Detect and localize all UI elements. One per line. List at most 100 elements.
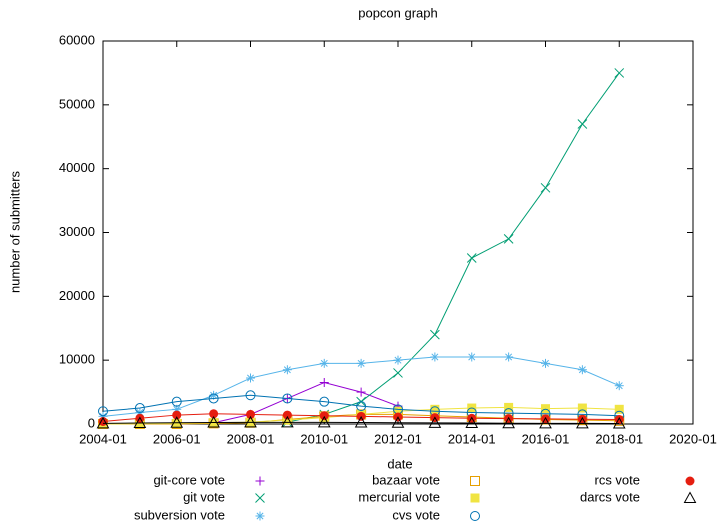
- x-tick-label: 2020-01: [669, 431, 717, 446]
- point-marker: [540, 182, 551, 193]
- point-marker: [504, 402, 514, 412]
- marker-part: [207, 415, 220, 428]
- point-marker: [98, 406, 108, 417]
- point-marker: [170, 416, 184, 428]
- marker-part: [281, 415, 294, 428]
- marker-part: [428, 416, 442, 428]
- point-marker: [356, 358, 366, 368]
- y-tick-label: 60000: [59, 32, 95, 47]
- marker-part: [320, 359, 328, 367]
- point-marker: [503, 234, 514, 244]
- marker-part: [133, 416, 147, 429]
- x-tick-label: 2006-01: [153, 431, 201, 446]
- point-marker: [612, 416, 626, 429]
- marker-part: [171, 396, 182, 407]
- x-tick-label: 2008-01: [227, 431, 275, 446]
- point-marker: [356, 387, 366, 397]
- point-marker: [172, 410, 182, 420]
- point-marker: [96, 416, 110, 429]
- point-marker: [576, 416, 589, 429]
- point-marker: [209, 409, 219, 419]
- marker-part: [612, 416, 626, 429]
- marker-part: [255, 493, 265, 503]
- point-marker: [354, 415, 368, 428]
- point-marker: [614, 381, 624, 391]
- point-marker: [541, 358, 550, 368]
- marker-part: [246, 374, 255, 382]
- legend-label: git vote: [183, 489, 225, 504]
- marker-part: [503, 234, 514, 244]
- point-marker: [319, 378, 329, 388]
- point-marker: [502, 416, 515, 429]
- y-tick-label: 0: [88, 415, 95, 430]
- y-tick-label: 20000: [59, 288, 95, 303]
- marker-part: [577, 403, 587, 413]
- point-marker: [356, 401, 367, 412]
- point-marker: [317, 415, 331, 428]
- legend-label: cvs vote: [392, 507, 440, 522]
- marker-part: [319, 411, 329, 421]
- marker-part: [244, 415, 257, 428]
- series-line: [102, 421, 620, 424]
- marker-part: [540, 182, 551, 193]
- point-marker: [577, 365, 587, 375]
- x-tick-label: 2016-01: [522, 431, 570, 446]
- marker-part: [391, 416, 405, 428]
- marker-part: [172, 410, 182, 420]
- y-tick-label: 40000: [59, 160, 95, 175]
- point-marker: [245, 390, 256, 401]
- marker-part: [465, 416, 479, 429]
- marker-part: [541, 404, 550, 414]
- y-tick-label: 50000: [59, 96, 95, 111]
- point-marker: [539, 416, 552, 429]
- legend-marker: [255, 493, 265, 503]
- x-tick-label: 2018-01: [595, 431, 643, 446]
- point-marker: [171, 396, 182, 407]
- legend-label: rcs vote: [594, 472, 640, 487]
- y-axis-label: number of submitters: [7, 170, 22, 293]
- marker-part: [470, 493, 480, 503]
- marker-part: [466, 253, 477, 263]
- marker-part: [576, 416, 589, 429]
- marker-part: [577, 414, 587, 424]
- marker-part: [208, 393, 219, 404]
- x-tick-label: 2010-01: [300, 431, 348, 446]
- point-marker: [467, 352, 477, 362]
- point-marker: [430, 404, 440, 414]
- point-marker: [465, 416, 479, 429]
- series-line: [102, 394, 620, 417]
- point-marker: [281, 415, 294, 428]
- point-marker: [577, 414, 587, 424]
- legend-marker: [683, 491, 697, 503]
- marker-part: [210, 391, 218, 399]
- x-tick-label: 2012-01: [374, 431, 422, 446]
- marker-part: [134, 403, 145, 414]
- point-marker: [466, 253, 477, 263]
- marker-part: [578, 366, 586, 374]
- marker-part: [541, 359, 550, 367]
- y-tick-label: 10000: [59, 352, 95, 367]
- legend-label: mercurial vote: [358, 489, 440, 504]
- marker-part: [539, 416, 552, 429]
- marker-part: [246, 409, 255, 419]
- marker-part: [245, 390, 256, 401]
- marker-part: [282, 410, 292, 420]
- marker-part: [354, 415, 368, 428]
- marker-part: [614, 68, 625, 78]
- marker-part: [430, 404, 440, 414]
- marker-part: [470, 476, 480, 486]
- point-marker: [282, 415, 292, 425]
- point-marker: [504, 352, 514, 362]
- legend-label: bazaar vote: [372, 472, 440, 487]
- point-marker: [133, 416, 147, 429]
- point-marker: [614, 68, 625, 78]
- point-marker: [246, 373, 255, 383]
- marker-part: [256, 512, 264, 520]
- legend-label: darcs vote: [580, 489, 640, 504]
- point-marker: [428, 416, 442, 428]
- marker-part: [319, 396, 330, 407]
- legend-label: git-core vote: [153, 472, 225, 487]
- chart-title: popcon graph: [358, 5, 438, 20]
- point-marker: [282, 393, 293, 404]
- y-tick-label: 30000: [59, 224, 95, 239]
